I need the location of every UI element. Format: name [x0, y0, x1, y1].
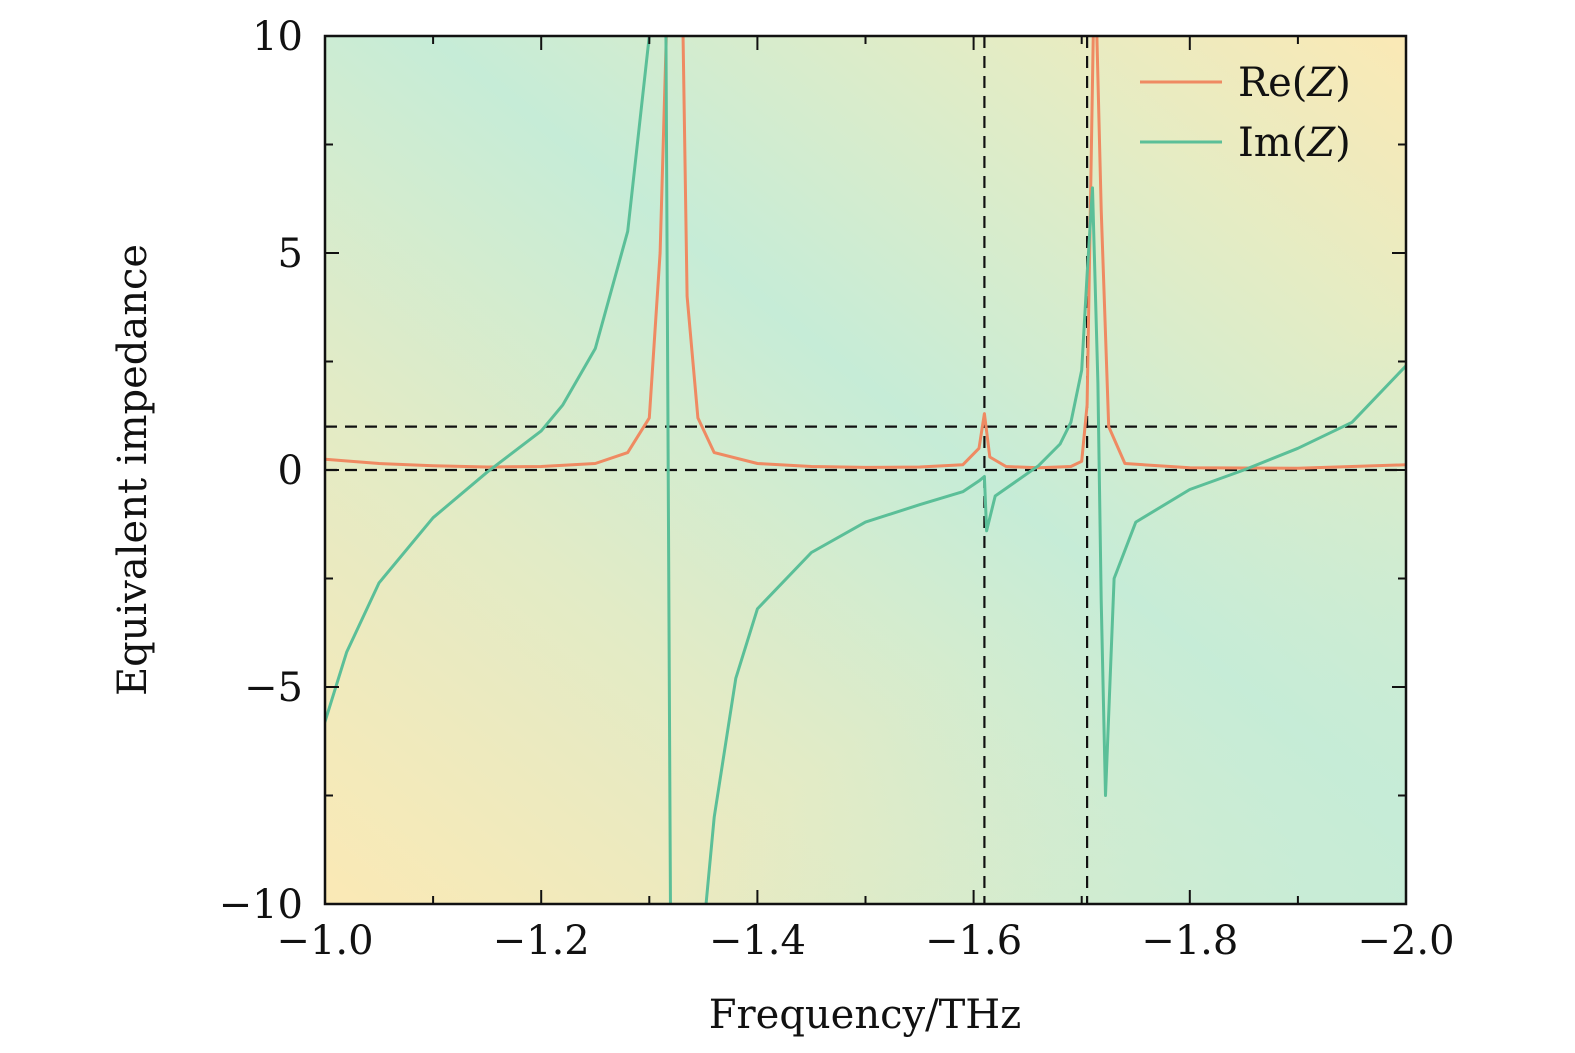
x-tick-label: −1.6	[925, 918, 1022, 964]
x-tick-label: −1.8	[1141, 918, 1238, 964]
y-axis-ticks: −10 −5 0 5 10	[219, 14, 1406, 928]
x-tick-label: −2.0	[1357, 918, 1454, 964]
reference-lines	[325, 36, 1406, 904]
x-tick-label: −1.2	[493, 918, 590, 964]
legend: Re(Z) Im(Z)	[1140, 60, 1351, 166]
x-tick-label: −1.0	[276, 918, 373, 964]
y-tick-label: 5	[278, 231, 303, 277]
x-axis-title: Frequency/THz	[709, 992, 1021, 1038]
y-tick-label: −10	[219, 882, 303, 928]
legend-label-im: Im(Z)	[1238, 120, 1351, 166]
y-tick-label: −5	[244, 665, 303, 711]
series-line-im	[325, 36, 1406, 904]
legend-label-re: Re(Z)	[1238, 60, 1351, 106]
x-tick-label: −1.4	[709, 918, 806, 964]
x-axis-ticks: −1.0 −1.2 −1.4 −1.6 −1.8 −2.0	[276, 36, 1455, 964]
y-tick-label: 10	[252, 14, 303, 60]
y-axis-title: Equivalent impedance	[110, 244, 156, 696]
y-tick-label: 0	[278, 448, 303, 494]
